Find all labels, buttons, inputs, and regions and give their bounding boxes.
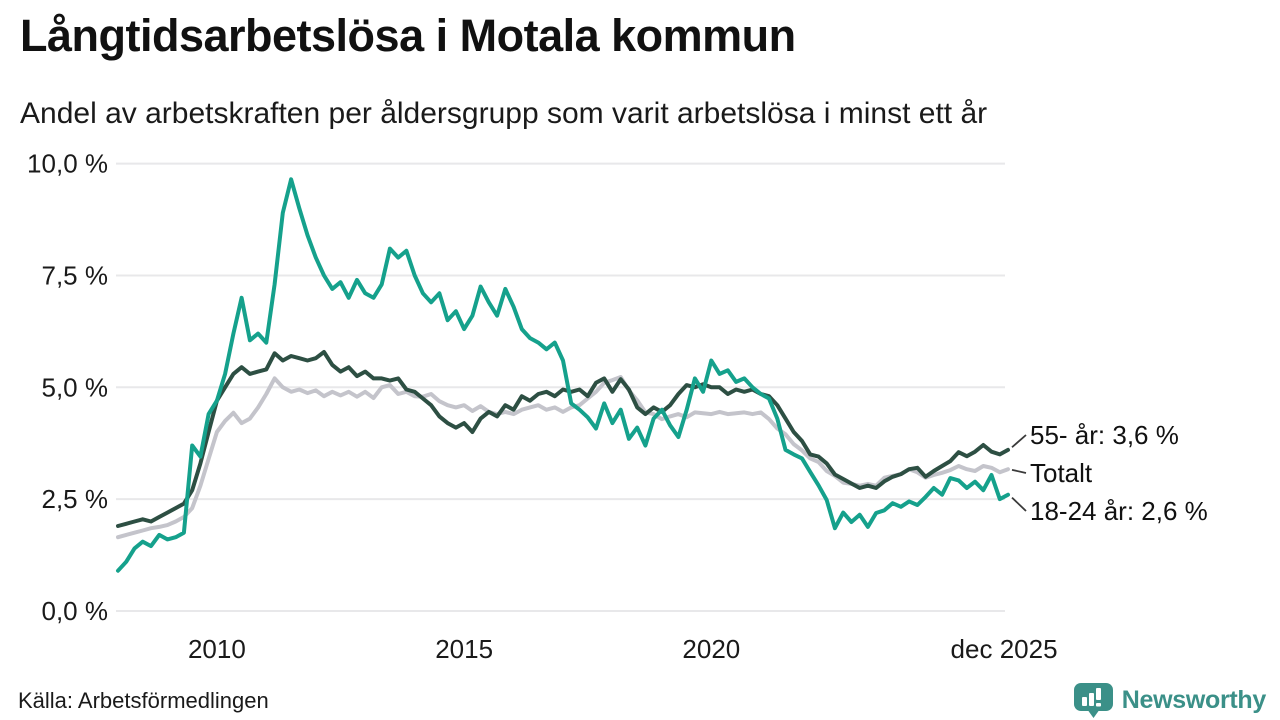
series-end-label: Totalt [1030,458,1093,488]
series-line-Totalt [116,375,1010,540]
y-tick-label: 7,5 % [42,260,109,290]
x-tick-label: 2020 [682,634,740,664]
chart-subtitle: Andel av arbetskraften per åldersgrupp s… [20,97,988,130]
newsworthy-logo-icon [1073,683,1113,718]
label-leader-line [1011,434,1027,448]
brand-footer: Newsworthy [1073,682,1266,719]
x-tick-label: 2010 [188,634,246,664]
series-line-18-24år [116,177,1010,573]
label-leader-line [1011,496,1027,512]
x-tick-label: 2015 [435,634,493,664]
brand-name: Newsworthy [1121,686,1267,714]
y-tick-label: 2,5 % [42,484,109,514]
source-credit: Källa: Arbetsförmedlingen [18,688,269,713]
y-tick-label: 10,0 % [27,149,108,179]
series-end-label: 55- år: 3,6 % [1030,420,1179,450]
page-title: Långtidsarbetslösa i Motala kommun [20,10,796,61]
x-tick-label: dec 2025 [951,634,1058,664]
series-end-label: 18-24 år: 2,6 % [1030,496,1208,526]
y-tick-label: 0,0 % [42,596,109,626]
label-leader-line [1011,468,1027,474]
series-line-55-år [116,350,1010,528]
y-tick-label: 5,0 % [42,372,109,402]
